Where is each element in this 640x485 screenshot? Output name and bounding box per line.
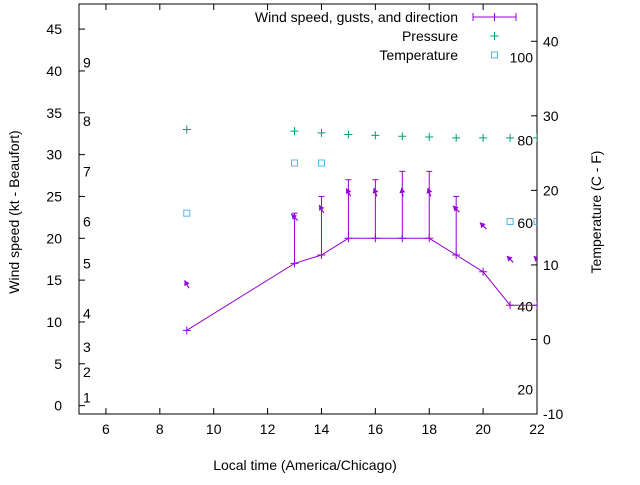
y-tick-label: 25: [46, 188, 62, 204]
pressure-point: [479, 133, 488, 142]
temperature-point: [291, 159, 299, 167]
x-tick-label: 6: [102, 421, 110, 437]
beaufort-label: 5: [83, 255, 91, 271]
plot-frame: [78, 3, 538, 415]
plot-area: [182, 125, 537, 335]
pressure-point: [533, 133, 537, 142]
pressure-point: [452, 133, 461, 142]
fahrenheit-label: 60: [517, 215, 533, 231]
beaufort-label: 3: [83, 339, 91, 355]
legend-label: Pressure: [402, 28, 458, 44]
wind-direction-arrowhead: [506, 256, 513, 262]
y2-tick-label: -10: [543, 406, 563, 422]
temperature-point: [506, 218, 514, 226]
temperature-point: [533, 218, 537, 226]
wind-direction-arrowhead: [533, 256, 537, 262]
x-tick-label: 14: [314, 421, 330, 437]
y-tick-label: 45: [46, 21, 62, 37]
wind-speed-point: [182, 326, 191, 335]
y-tick-label: 40: [46, 63, 62, 79]
y-tick-label: 35: [46, 105, 62, 121]
beaufort-label: 8: [83, 113, 91, 129]
y-tick-label: 20: [46, 230, 62, 246]
y-tick-label: 0: [54, 398, 62, 414]
y-tick-label: 15: [46, 272, 62, 288]
temperature-point: [183, 209, 191, 217]
wind-speed-line: [186, 237, 537, 331]
pressure-point: [182, 125, 191, 134]
legend-label: Wind speed, gusts, and direction: [255, 9, 458, 25]
x-axis-title: Local time (America/Chicago): [213, 457, 397, 473]
pressure-point: [344, 130, 353, 139]
y2-tick-label: 30: [543, 108, 559, 124]
wind-direction-arrowhead: [184, 280, 190, 287]
x-tick-label: 18: [421, 421, 437, 437]
beaufort-label: 6: [83, 214, 91, 230]
y2-tick-label: 20: [543, 182, 559, 198]
wind-direction-arrowhead: [452, 205, 459, 212]
wind-direction-arrowhead: [319, 205, 325, 211]
x-tick-label: 12: [260, 421, 276, 437]
axes-layer: 6 8 10 12 14 16 18 20 22051015202530354045-10010…: [46, 3, 563, 437]
x-tick-label: 22: [529, 421, 545, 437]
y-tick-label: 10: [46, 314, 62, 330]
x-tick-label: 8: [156, 421, 164, 437]
pressure-point: [290, 127, 299, 136]
pressure-point: [425, 133, 434, 142]
pressure-point: [398, 132, 407, 141]
y2-tick-label: 10: [543, 257, 559, 273]
wind-direction-arrowhead: [346, 188, 352, 195]
beaufort-label: 9: [83, 55, 91, 71]
y2-tick-label: 40: [543, 33, 559, 49]
beaufort-label: 7: [83, 163, 91, 179]
beaufort-label: 1: [83, 389, 91, 405]
pressure-point: [371, 131, 380, 140]
wind-direction-arrowhead: [291, 214, 298, 220]
fahrenheit-label: 80: [517, 132, 533, 148]
wind-direction-arrowhead: [399, 187, 406, 194]
wind-direction-arrowhead: [479, 222, 486, 229]
temperature-point: [317, 159, 325, 167]
x-tick-label: 20: [475, 421, 491, 437]
fahrenheit-label: 20: [517, 381, 533, 397]
wind-direction-arrowhead: [426, 188, 433, 194]
x-tick-label: 10: [206, 421, 222, 437]
wind-speed-point: [506, 301, 515, 310]
legend-label: Temperature: [379, 47, 458, 63]
legend-wind-marker: [490, 13, 499, 21]
x-tick-label: 16: [368, 421, 384, 437]
pressure-point: [317, 128, 326, 137]
y2-axis-title: Temperature (C - F): [588, 151, 604, 274]
fahrenheit-label: 40: [517, 299, 533, 315]
y-tick-label: 5: [54, 356, 62, 372]
pressure-point: [506, 133, 515, 142]
legend-temperature-marker: [491, 51, 498, 59]
y2-tick-label: 0: [543, 331, 551, 347]
data-layer: [182, 125, 537, 335]
wind-speed-point: [533, 301, 537, 310]
beaufort-label: 2: [83, 364, 91, 380]
wind-direction-arrowhead: [372, 188, 379, 194]
legend-layer: Wind speed, gusts, and direction Pressure…: [255, 9, 517, 63]
fahrenheit-label: 100: [510, 50, 534, 66]
y-axis-title: Wind speed (kt - Beaufort): [6, 130, 22, 293]
wind-speed-point: [479, 267, 488, 276]
beaufort-label: 4: [83, 306, 91, 322]
legend-pressure-marker: [490, 32, 499, 40]
y-tick-label: 30: [46, 147, 62, 163]
